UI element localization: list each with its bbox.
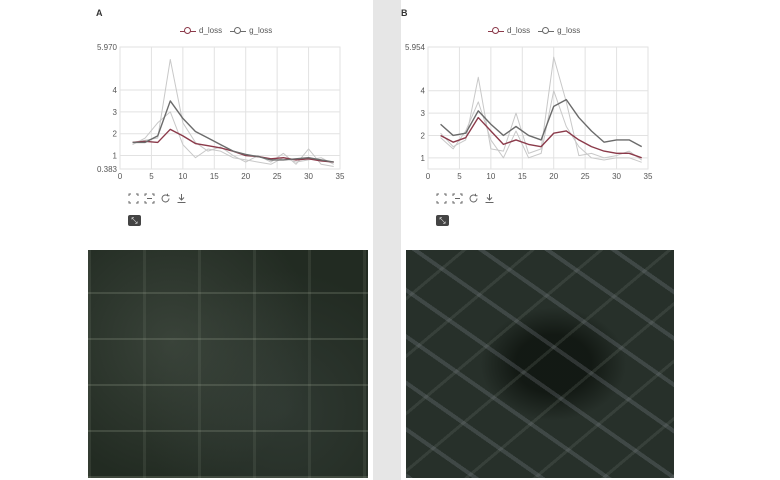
generated-texture-b bbox=[406, 250, 674, 478]
y-tick-label: 2 bbox=[421, 131, 426, 140]
y-tick-label: 5.970 bbox=[97, 43, 118, 52]
legend-marker-icon bbox=[488, 27, 504, 35]
legend-marker-icon bbox=[230, 27, 247, 35]
y-tick-label: 4 bbox=[421, 87, 426, 96]
x-tick-label: 15 bbox=[210, 172, 219, 181]
panel-b-toolbar bbox=[436, 193, 495, 204]
legend-d-loss[interactable]: d_loss bbox=[488, 26, 530, 35]
x-tick-label: 25 bbox=[273, 172, 282, 181]
y-tick-label: 5.954 bbox=[405, 43, 426, 52]
legend-label: g_loss bbox=[557, 26, 581, 35]
restore-icon[interactable] bbox=[160, 193, 171, 204]
series-line-d-loss bbox=[440, 116, 642, 159]
x-tick-label: 0 bbox=[426, 172, 431, 181]
x-tick-label: 25 bbox=[581, 172, 590, 181]
panel-b-legend[interactable]: d_loss g_loss bbox=[488, 26, 584, 35]
x-tick-label: 30 bbox=[304, 172, 313, 181]
legend-label: d_loss bbox=[199, 26, 223, 35]
x-tick-label: 5 bbox=[457, 172, 462, 181]
x-tick-label: 30 bbox=[612, 172, 621, 181]
zoom-reset-icon[interactable] bbox=[144, 193, 155, 204]
x-tick-label: 20 bbox=[549, 172, 558, 181]
fullscreen-icon[interactable]: ⤡ bbox=[436, 215, 449, 226]
plot-frame bbox=[427, 46, 649, 170]
series-line-faint bbox=[440, 56, 643, 161]
download-icon[interactable] bbox=[484, 193, 495, 204]
panel-a-toolbar bbox=[128, 193, 187, 204]
zoom-icon[interactable] bbox=[128, 193, 139, 204]
panel-divider bbox=[373, 0, 401, 480]
legend-label: d_loss bbox=[507, 26, 531, 35]
x-tick-label: 15 bbox=[518, 172, 527, 181]
y-tick-label: 1 bbox=[421, 154, 426, 163]
y-tick-label: 3 bbox=[113, 108, 118, 117]
legend-marker-icon bbox=[538, 27, 555, 35]
legend-label: g_loss bbox=[249, 26, 273, 35]
chart-a: 0 5 10 15 20 25 30 35 0.383 1 2 3 4 5.970 bbox=[97, 43, 345, 181]
series-line-faint bbox=[440, 90, 642, 163]
download-icon[interactable] bbox=[176, 193, 187, 204]
x-tick-label: 35 bbox=[644, 172, 653, 181]
panel-b-letter: B bbox=[401, 8, 408, 18]
fullscreen-icon[interactable]: ⤡ bbox=[128, 215, 141, 226]
y-tick-label: 0.383 bbox=[97, 165, 118, 174]
series-line-g-loss bbox=[132, 100, 334, 163]
series-line-g-loss bbox=[440, 98, 643, 148]
x-tick-label: 0 bbox=[118, 172, 123, 181]
x-tick-label: 10 bbox=[178, 172, 187, 181]
panel-a-legend[interactable]: d_loss g_loss bbox=[180, 26, 276, 35]
x-tick-label: 20 bbox=[241, 172, 250, 181]
y-tick-label: 2 bbox=[113, 130, 118, 139]
generated-texture-a bbox=[88, 250, 368, 478]
restore-icon[interactable] bbox=[468, 193, 479, 204]
legend-marker-icon bbox=[180, 27, 196, 35]
x-tick-label: 5 bbox=[149, 172, 154, 181]
x-tick-label: 35 bbox=[336, 172, 345, 181]
y-tick-label: 4 bbox=[113, 86, 118, 95]
zoom-icon[interactable] bbox=[436, 193, 447, 204]
panel-a-letter: A bbox=[96, 8, 103, 18]
chart-b: 0 5 10 15 20 25 30 35 1 2 3 4 5.954 bbox=[405, 43, 653, 181]
y-tick-label: 3 bbox=[421, 109, 426, 118]
zoom-reset-icon[interactable] bbox=[452, 193, 463, 204]
legend-d-loss[interactable]: d_loss bbox=[180, 26, 222, 35]
y-tick-label: 1 bbox=[113, 152, 118, 161]
legend-g-loss[interactable]: g_loss bbox=[230, 26, 272, 35]
series-line-faint bbox=[132, 111, 334, 165]
x-tick-label: 10 bbox=[486, 172, 495, 181]
legend-g-loss[interactable]: g_loss bbox=[538, 26, 580, 35]
